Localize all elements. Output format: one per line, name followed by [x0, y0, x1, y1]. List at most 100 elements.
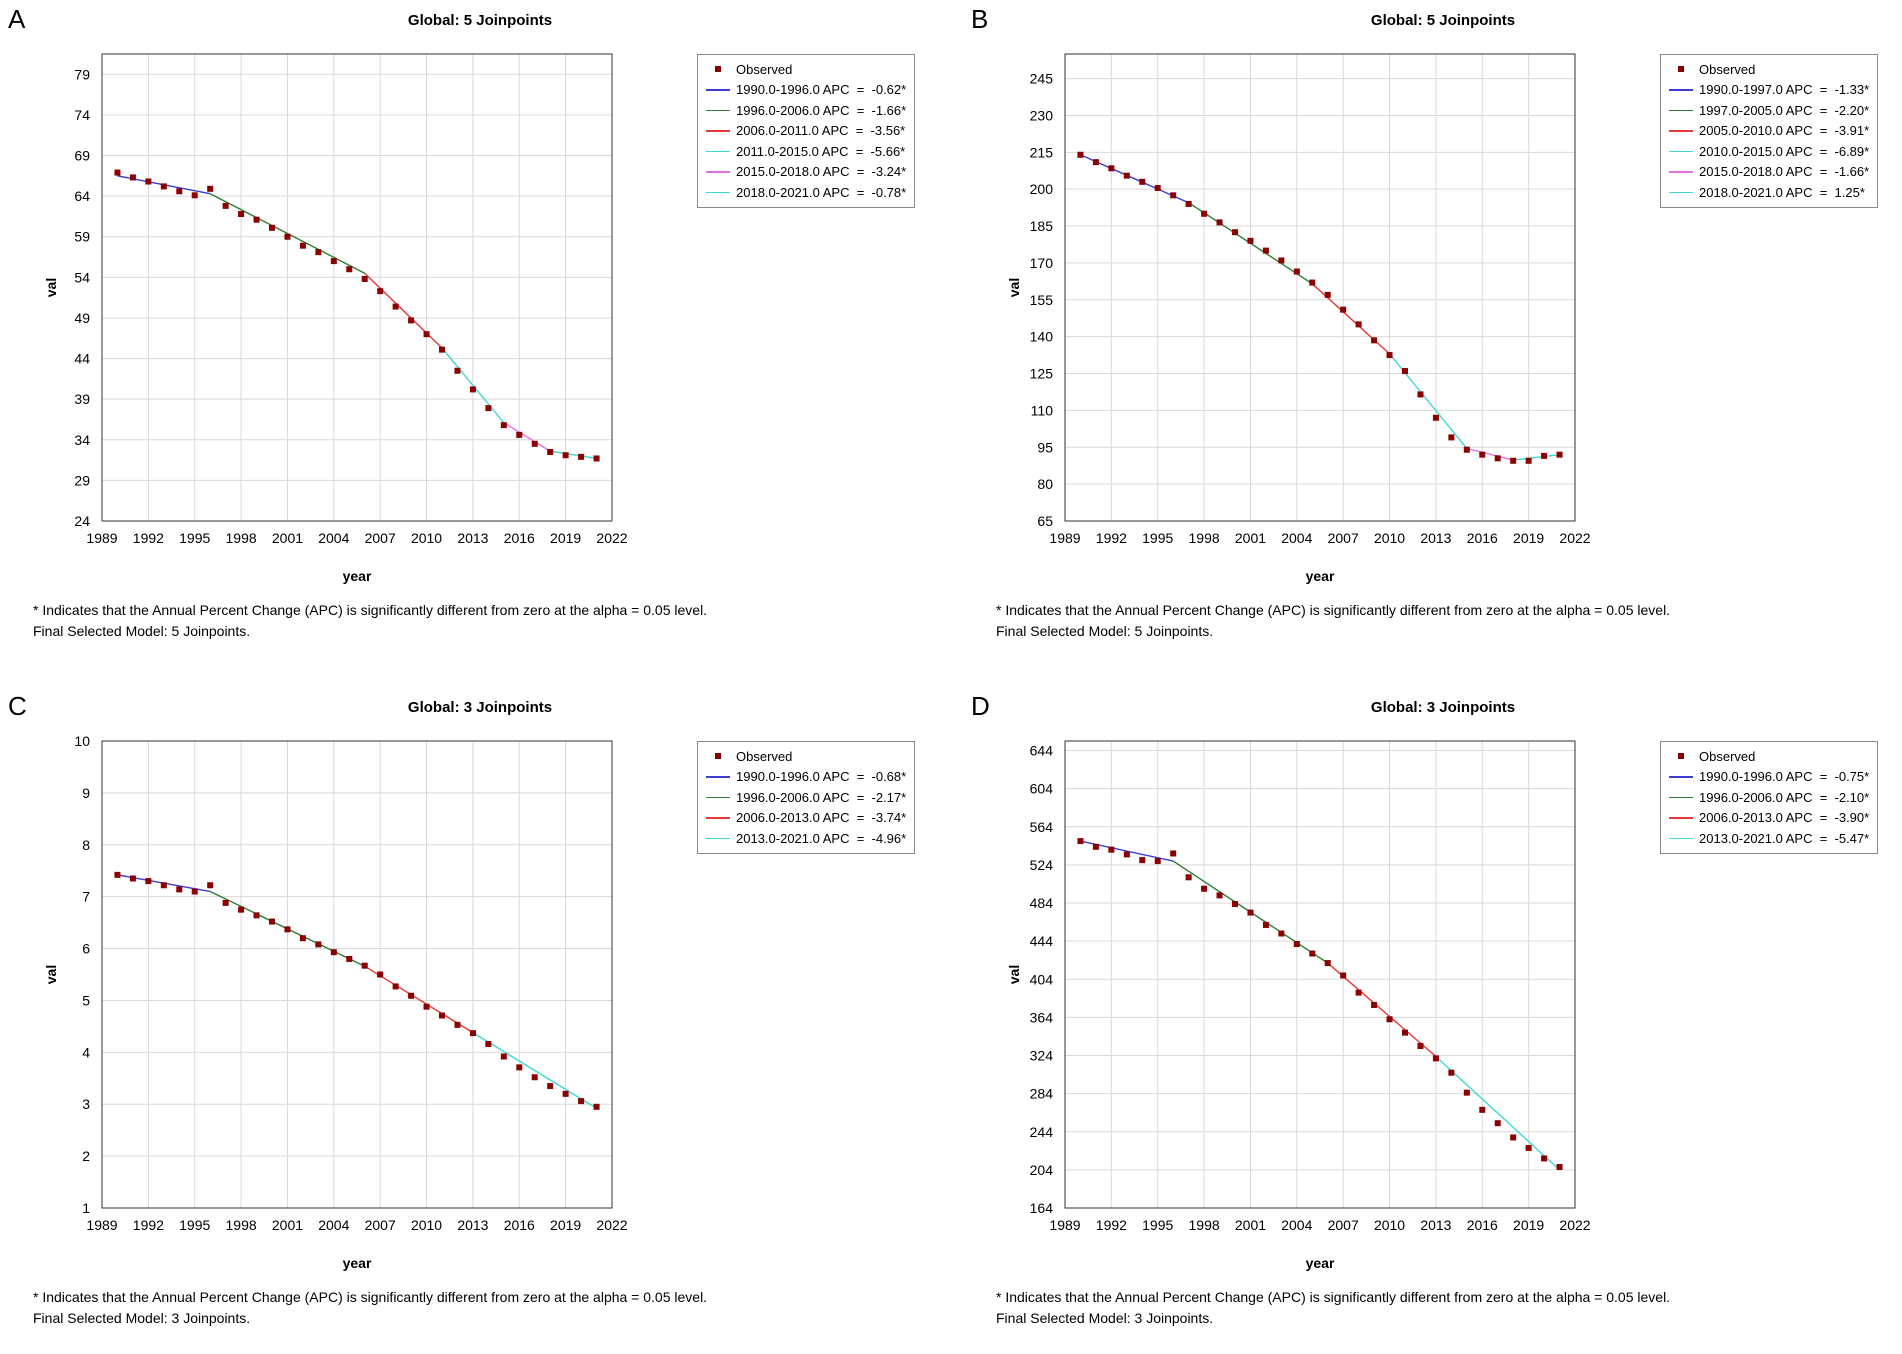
legend-label: 2018.0-2021.0 APC = 1.25*: [1699, 184, 1865, 200]
series-line: [503, 422, 551, 452]
observed-point: [284, 926, 291, 933]
observed-point: [222, 202, 229, 209]
observed-point: [191, 888, 198, 895]
observed-point: [500, 422, 507, 429]
y-tick-label: 170: [1030, 255, 1054, 271]
legend-label: Observed: [736, 748, 793, 764]
observed-point: [1123, 851, 1130, 858]
observed-point: [1386, 352, 1393, 359]
legend-item-segment: 2005.0-2010.0 APC = -3.91*: [1669, 121, 1869, 142]
chart-legend: Observed 1990.0-1997.0 APC = -1.33* 1997.0…: [1660, 54, 1879, 208]
x-tick-label: 2022: [596, 1217, 627, 1233]
observed-point: [1479, 451, 1486, 458]
legend-label: 2006.0-2013.0 APC = -3.90*: [1699, 810, 1870, 826]
observed-point: [377, 971, 384, 978]
observed-point: [1154, 184, 1161, 191]
observed-point: [269, 918, 275, 925]
legend-label: Observed: [1699, 748, 1756, 764]
observed-point: [129, 174, 136, 181]
x-tick-label: 2007: [365, 530, 396, 546]
x-tick-label: 2016: [504, 530, 535, 546]
observed-point: [129, 875, 136, 882]
legend-symbol: [706, 750, 730, 762]
observed-point: [593, 1103, 600, 1110]
series-line: [1466, 447, 1514, 461]
observed-point: [1309, 279, 1316, 286]
y-tick-label: 564: [1030, 819, 1054, 835]
y-tick-label: 9: [82, 785, 90, 801]
observed-point: [1139, 178, 1146, 185]
observed-point: [315, 941, 322, 948]
chart-plot: 1989 1992 1995 1998 2001 2004 2007 2010 2013 2016…: [1006, 740, 1591, 1271]
observed-point: [1417, 391, 1424, 398]
legend-symbol: [1669, 166, 1693, 178]
observed-point: [1170, 850, 1177, 857]
x-tick-label: 1989: [1049, 530, 1080, 546]
observed-point: [361, 275, 368, 282]
x-tick-label: 2013: [1420, 1217, 1451, 1233]
observed-point: [361, 962, 368, 969]
chart-legend: Observed 1990.0-1996.0 APC = -0.68* 1996.0…: [697, 741, 916, 854]
footnote: * Indicates that the Annual Percent Chan…: [996, 600, 1670, 642]
observed-point: [1139, 857, 1146, 864]
x-tick-label: 2013: [457, 1217, 488, 1233]
x-tick-label: 2010: [1374, 530, 1405, 546]
x-tick-label: 1992: [133, 1217, 164, 1233]
legend-symbol: [1669, 63, 1693, 75]
observed-point: [346, 955, 353, 962]
legend-item-segment: 1990.0-1996.0 APC = -0.68*: [706, 767, 906, 788]
x-tick-label: 1995: [1142, 530, 1173, 546]
plot-frame: [101, 53, 613, 522]
observed-point: [1232, 900, 1238, 907]
observed-point: [578, 453, 585, 460]
observed-point: [562, 452, 569, 459]
legend-label: 2013.0-2021.0 APC = -4.96*: [736, 830, 907, 846]
x-tick-label: 1992: [1096, 1217, 1127, 1233]
observed-point: [1154, 858, 1161, 865]
legend-symbol: [1669, 145, 1693, 157]
legend-symbol: [1669, 771, 1693, 783]
x-tick-label: 2001: [272, 1217, 303, 1233]
y-tick-label: 1: [82, 1200, 90, 1216]
x-tick-label: 1995: [1142, 1217, 1173, 1233]
observed-point: [1340, 972, 1347, 979]
observed-point: [253, 912, 260, 919]
observed-point: [1556, 451, 1563, 458]
legend-item-segment: 2010.0-2015.0 APC = -6.89*: [1669, 141, 1869, 162]
chart-legend: Observed 1990.0-1996.0 APC = -0.75* 1996.0…: [1660, 741, 1879, 854]
series-line: [1327, 962, 1437, 1057]
y-tick-label: 64: [74, 188, 90, 204]
observed-point: [222, 899, 229, 906]
observed-point: [191, 192, 198, 199]
legend-label: 2006.0-2011.0 APC = -3.56*: [736, 123, 906, 139]
y-tick-label: 245: [1030, 71, 1054, 87]
observed-point: [1463, 1089, 1470, 1096]
chart-panel-d: D Global: 3 Joinpoints 1989 1992 1995 1998 2…: [963, 687, 1902, 1354]
legend-symbol: [1669, 750, 1693, 762]
x-tick-label: 2004: [318, 1217, 349, 1233]
legend-symbol: [706, 125, 730, 137]
observed-point: [1355, 321, 1362, 328]
y-tick-label: 364: [1030, 1009, 1054, 1025]
footnote: * Indicates that the Annual Percent Chan…: [33, 1287, 707, 1329]
legend-item-segment: 1990.0-1997.0 APC = -1.33*: [1669, 80, 1869, 101]
observed-point: [408, 992, 415, 999]
legend-item-segment: 2015.0-2018.0 APC = -3.24*: [706, 162, 906, 183]
panel-letter: C: [8, 691, 27, 721]
y-tick-label: 8: [82, 837, 90, 853]
observed-point: [1108, 846, 1115, 853]
observed-point: [1510, 1134, 1517, 1141]
y-tick-label: 54: [74, 269, 90, 285]
observed-point: [1278, 257, 1285, 264]
x-tick-label: 1998: [226, 1217, 257, 1233]
legend-symbol: [706, 63, 730, 75]
x-tick-label: 2010: [411, 530, 442, 546]
series-line: [441, 347, 505, 424]
y-tick-label: 34: [74, 432, 90, 448]
observed-point: [1324, 291, 1331, 298]
chart-legend: Observed 1990.0-1996.0 APC = -0.62* 1996.0…: [697, 54, 916, 208]
y-tick-label: 10: [74, 733, 90, 749]
legend-symbol: [1669, 832, 1693, 844]
observed-point: [1494, 1120, 1501, 1127]
x-tick-label: 2007: [1328, 530, 1359, 546]
